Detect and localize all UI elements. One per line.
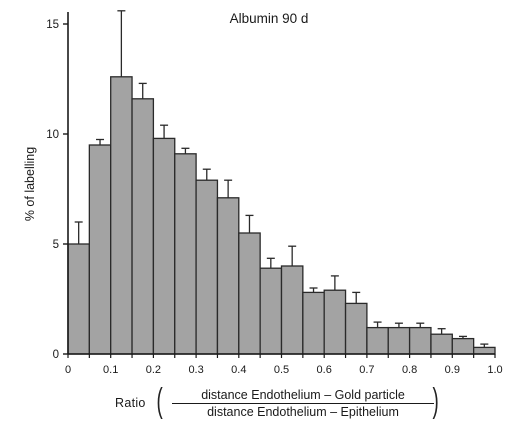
y-axis-label: % of labelling xyxy=(23,147,37,221)
histogram-bar-18 xyxy=(430,333,453,355)
histogram-bar-3 xyxy=(110,76,133,355)
x-tick-label-3: 0.3 xyxy=(188,364,203,376)
bars-group xyxy=(67,10,496,355)
x-tick-label-6: 0.6 xyxy=(317,364,332,376)
histogram-bar-20 xyxy=(472,346,496,355)
y-tick-label-10: 10 xyxy=(46,129,59,141)
x-axis-label-numerator: distance Endothelium – Gold particle xyxy=(172,388,434,404)
histogram-bar-2 xyxy=(88,144,112,355)
histogram-bar-13 xyxy=(323,289,347,355)
histogram-bar-8 xyxy=(216,197,240,355)
right-parenthesis: ) xyxy=(432,382,439,420)
histogram-bar-19 xyxy=(451,337,475,355)
histogram-bar-9 xyxy=(238,232,261,355)
histogram-bar-14 xyxy=(344,302,368,355)
y-tick-label-0: 0 xyxy=(53,349,59,361)
axes-group: 0 5 10 15 0 0.1 0.2 0.3 0.4 0.5 0.6 0.7 0.8 0.9 1.0 xyxy=(46,12,503,376)
x-axis-label-fraction: distance Endothelium – Gold particle dis… xyxy=(172,388,434,419)
x-tick-label-8: 0.8 xyxy=(402,364,417,376)
x-tick-label-9: 0.9 xyxy=(445,364,460,376)
histogram-bar-15 xyxy=(366,326,389,355)
histogram-bar-12 xyxy=(302,291,325,355)
x-axis-label-denominator: distance Endothelium – Epithelium xyxy=(207,405,399,419)
x-tick-label-4: 0.4 xyxy=(231,364,246,376)
y-tick-label-5: 5 xyxy=(53,239,59,251)
y-tick-label-15: 15 xyxy=(46,19,59,31)
left-parenthesis: ( xyxy=(156,382,163,420)
x-tick-label-10: 1.0 xyxy=(487,364,502,376)
histogram-bar-6 xyxy=(174,153,197,355)
histogram-bar-16 xyxy=(387,326,411,355)
histogram-bar-4 xyxy=(131,98,155,355)
histogram-bar-11 xyxy=(280,265,304,355)
histogram-bar-1 xyxy=(67,243,91,355)
x-tick-label-2: 0.2 xyxy=(146,364,161,376)
histogram-bar-5 xyxy=(152,137,176,355)
histogram-bar-10 xyxy=(259,267,283,355)
x-axis-label-prefix: Ratio xyxy=(115,396,146,410)
x-tick-label-7: 0.7 xyxy=(359,364,374,376)
x-tick-label-0: 0 xyxy=(65,364,71,376)
histogram-bar-17 xyxy=(408,326,432,355)
histogram-chart: Albumin 90 d % of labelling 0 5 10 15 0 0.1 0.… xyxy=(23,10,503,376)
x-tick-label-1: 0.1 xyxy=(103,364,118,376)
x-axis-label: Ratio ( distance Endothelium – Gold part… xyxy=(115,382,515,422)
x-tick-label-5: 0.5 xyxy=(274,364,289,376)
histogram-bar-7 xyxy=(195,179,219,355)
chart-title: Albumin 90 d xyxy=(230,11,309,26)
